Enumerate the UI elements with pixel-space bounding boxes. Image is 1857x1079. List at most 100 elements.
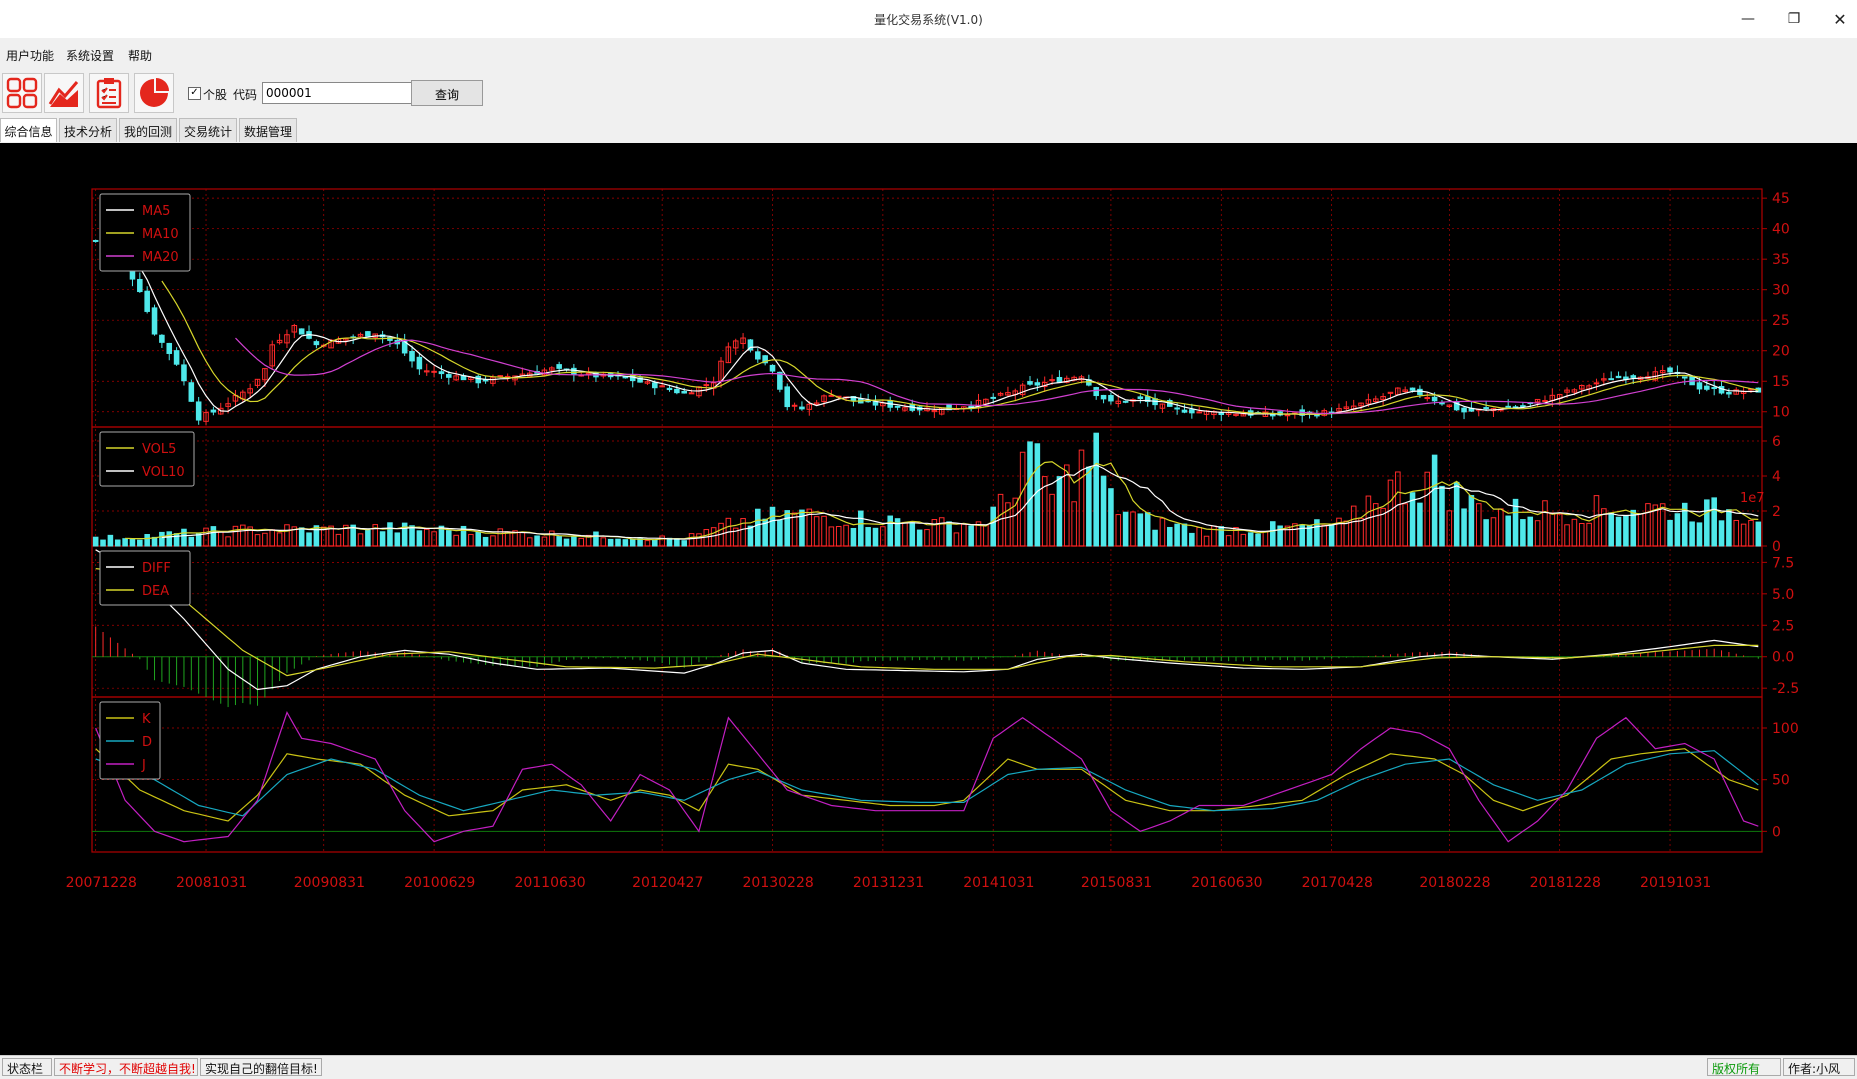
volume-bar (1027, 441, 1033, 547)
price-candle (1027, 381, 1033, 385)
volume-bar (519, 531, 526, 547)
volume-bar (372, 524, 379, 547)
menu-help[interactable]: 帮助 (128, 49, 153, 63)
volume-bar (446, 530, 452, 547)
price-candle (409, 350, 415, 362)
price-candle (1019, 384, 1026, 396)
window-title: 量化交易系统(V1.0) (874, 13, 983, 27)
volume-bar (865, 527, 871, 547)
volume-bar (475, 531, 482, 547)
volume-bar (291, 526, 298, 547)
chart-legend (99, 193, 191, 272)
ma10-line (161, 280, 1759, 415)
volume-bar (1490, 517, 1497, 547)
volume-bar (203, 527, 209, 547)
tab-data-management[interactable]: 数据管理 (239, 118, 297, 142)
code-label: 代码 (233, 88, 258, 102)
volume-bar (1159, 517, 1166, 547)
tab-technical-analysis[interactable]: 技术分析 (59, 118, 117, 142)
volume-bar (1152, 529, 1158, 547)
price-candle (1608, 378, 1614, 381)
price-candle (1696, 382, 1703, 390)
minimize-button[interactable]: — (1741, 11, 1755, 27)
status-bar: 状态栏 不断学习，不断超越自我! 实现自己的翻倍目标! 版权所有 作者:小风 (0, 1055, 1857, 1079)
price-candle (1402, 389, 1408, 393)
x-tick-label: 20141031 (963, 875, 1034, 891)
volume-bar (843, 524, 849, 547)
volume-bar (181, 528, 187, 547)
stock-checkbox[interactable]: ✓ (188, 87, 201, 100)
volume-bar (247, 526, 253, 547)
price-candle (997, 392, 1004, 396)
volume-bar (453, 534, 459, 547)
grid-icon[interactable] (2, 73, 42, 113)
tab-my-backtest[interactable]: 我的回测 (119, 118, 177, 142)
volume-bar (1696, 522, 1703, 547)
pie-chart-icon[interactable] (134, 73, 174, 113)
price-candle (247, 388, 253, 394)
volume-bar (1704, 499, 1710, 547)
volume-bar (916, 529, 923, 547)
technical-chart: 20071228 20081031 20090831 20100629 20110630… (66, 188, 1799, 891)
legend-label: VOL10 (142, 465, 185, 480)
volume-bar (1086, 466, 1092, 547)
price-candle (1387, 391, 1394, 394)
volume-bar (791, 512, 798, 547)
price-candle (1593, 382, 1600, 385)
volume-bar (159, 531, 165, 547)
price-candle (806, 403, 813, 410)
volume-bar (1049, 493, 1055, 547)
volume-bar (1674, 513, 1681, 547)
j-line (95, 711, 1759, 843)
volume-bar (387, 522, 393, 547)
price-candle (1196, 411, 1202, 414)
volume-bar (416, 530, 423, 547)
volume-bar (1247, 532, 1254, 547)
panel-frame (91, 188, 1763, 428)
x-tick-label: 20170428 (1302, 875, 1373, 891)
price-candle (1534, 398, 1541, 403)
price-candle (1189, 409, 1195, 414)
volume-bar (961, 523, 967, 547)
d-line (95, 750, 1759, 817)
x-tick-label: 20191031 (1640, 875, 1711, 891)
panel-frame (91, 696, 1763, 853)
clipboard-icon[interactable] (89, 73, 129, 113)
legend-label: MA5 (142, 204, 170, 219)
status-message: 不断学习，不断超越自我! (54, 1058, 198, 1076)
trend-chart-icon[interactable] (44, 73, 84, 113)
volume-bar (365, 529, 371, 547)
price-candle (777, 371, 783, 390)
price-candle (1218, 412, 1225, 416)
k-line (95, 748, 1759, 822)
vol10-line (161, 464, 1759, 540)
volume-bar (1498, 508, 1504, 547)
price-candle (688, 392, 695, 395)
tab-overview[interactable]: 综合信息 (0, 118, 57, 142)
volume-bar (460, 525, 467, 547)
y-tick-label: 40 (1772, 222, 1790, 238)
volume-bar (1314, 519, 1320, 547)
price-candle (1571, 389, 1578, 393)
tab-trade-stats[interactable]: 交易统计 (179, 118, 237, 142)
volume-bar (1196, 527, 1202, 547)
menu-user-functions[interactable]: 用户功能 (6, 49, 55, 63)
status-label: 状态栏 (2, 1058, 52, 1076)
price-candle (1564, 389, 1570, 393)
volume-bar (938, 517, 945, 547)
menu-system-settings[interactable]: 系统设置 (66, 49, 115, 63)
restore-button[interactable]: ❐ (1787, 11, 1801, 27)
price-candle (446, 374, 452, 378)
volume-bar (990, 506, 996, 547)
price-candle (166, 342, 173, 354)
legend-label: MA20 (142, 250, 179, 265)
volume-bar (1144, 512, 1151, 547)
volume-bar (394, 532, 401, 547)
price-candle (1284, 414, 1291, 417)
query-button[interactable]: 查询 (411, 80, 483, 106)
volume-bar (328, 525, 334, 547)
code-input[interactable] (262, 82, 416, 104)
price-candle (1431, 396, 1438, 402)
close-button[interactable]: ✕ (1833, 9, 1847, 29)
volume-bar (975, 521, 982, 547)
